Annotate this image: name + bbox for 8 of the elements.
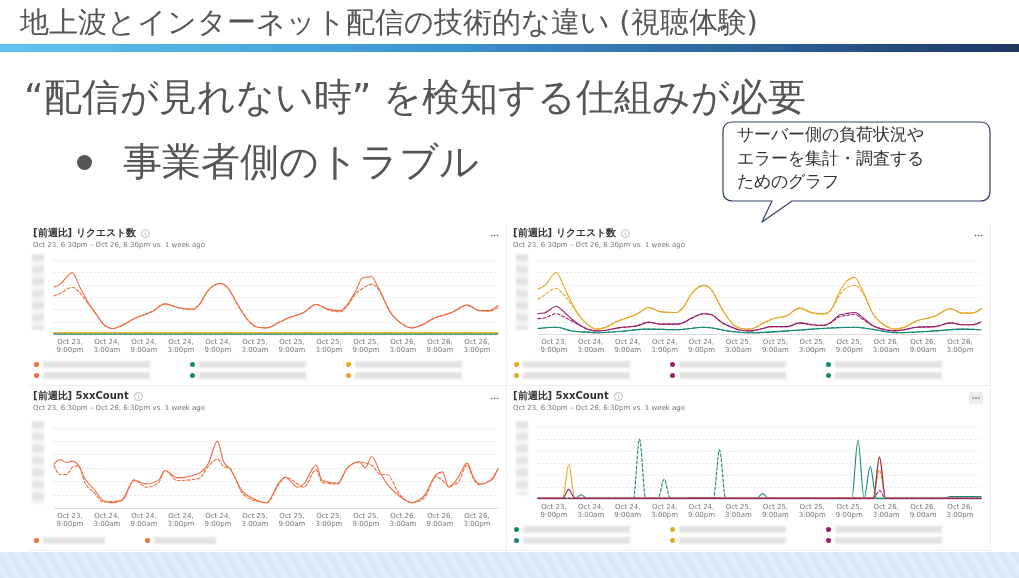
chart-title: [前週比] リクエスト数 bbox=[513, 226, 616, 240]
chart-title: [前週比] 5xxCount bbox=[513, 389, 609, 403]
text: “配信が見れない時” を検知する仕組みが必要 bbox=[24, 74, 807, 120]
chart-title: [前週比] リクエスト数 bbox=[33, 226, 136, 240]
text: 地上波とインターネット配信の技術的な違い (視聴体験) bbox=[20, 4, 758, 40]
text: 事業者側のトラブル bbox=[123, 139, 479, 185]
chart-title: [前週比] 5xxCount bbox=[33, 389, 129, 403]
text: サーバー側の負荷状況やエラーを集計・調査するためのグラフ bbox=[737, 123, 925, 193]
